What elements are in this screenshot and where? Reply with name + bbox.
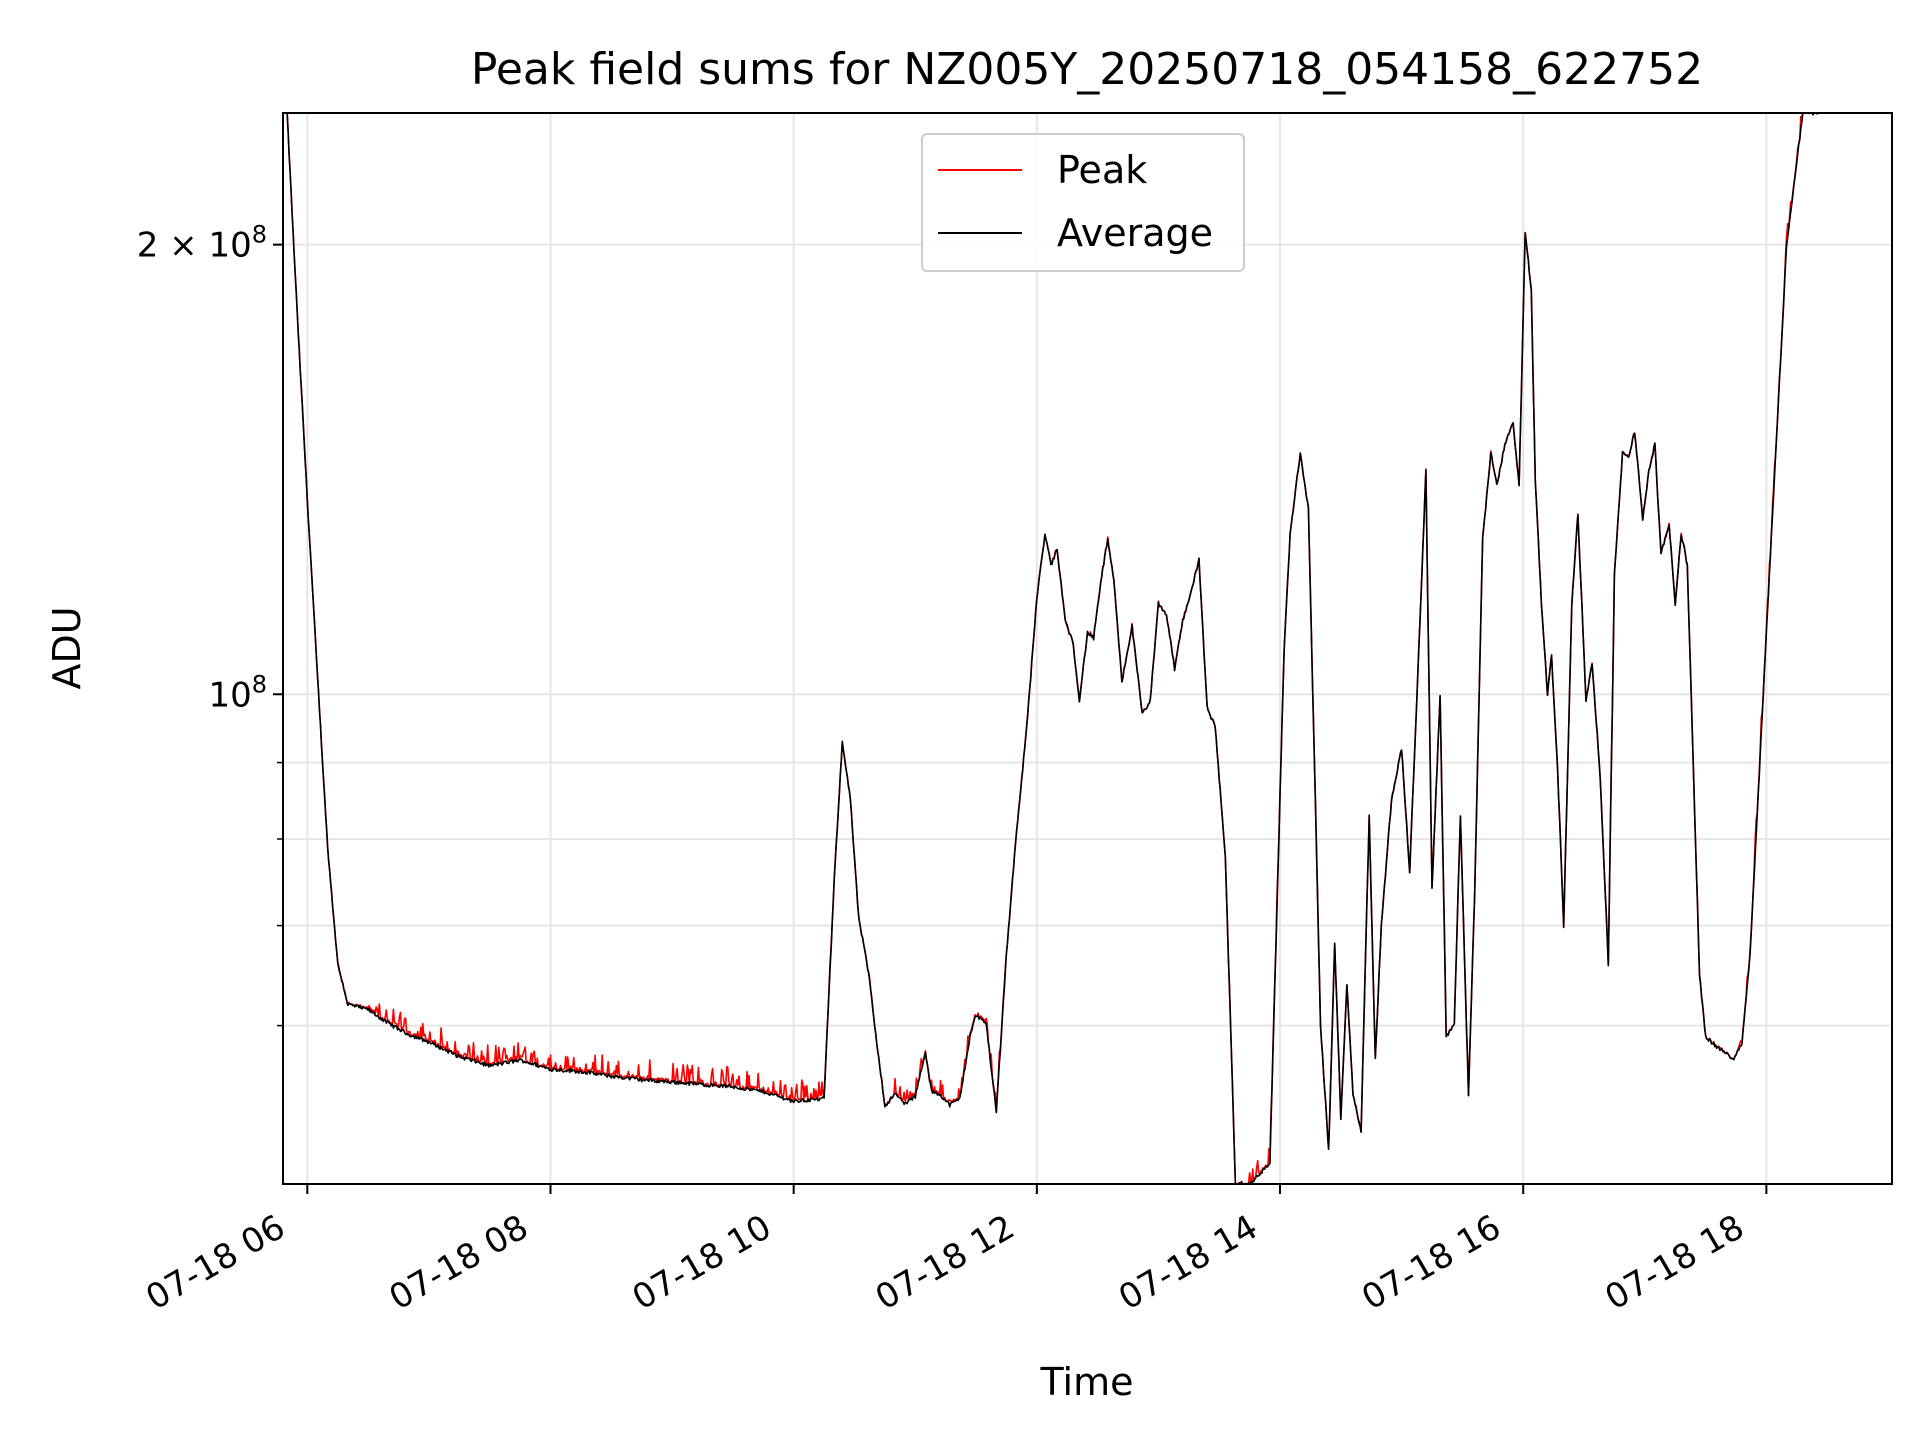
y-axis-ticks: 108 2 × 108 <box>137 221 283 1027</box>
legend: Peak Average <box>921 133 1245 272</box>
chart-title: Peak field sums for NZ005Y_20250718_0541… <box>471 44 1703 95</box>
y-axis-label: ADU <box>45 606 89 689</box>
legend-label-average: Average <box>1057 211 1213 255</box>
series-line-average <box>286 113 1820 1184</box>
plot-lines <box>286 113 1820 1184</box>
grid <box>283 113 1892 1184</box>
x-axis-label: Time <box>1040 1360 1134 1404</box>
y-tick-label: 2 × 108 <box>137 221 267 266</box>
plot-frame <box>282 112 1893 1185</box>
legend-label-peak: Peak <box>1057 148 1147 192</box>
legend-box <box>921 133 1245 272</box>
y-tick-label: 108 <box>208 670 267 715</box>
